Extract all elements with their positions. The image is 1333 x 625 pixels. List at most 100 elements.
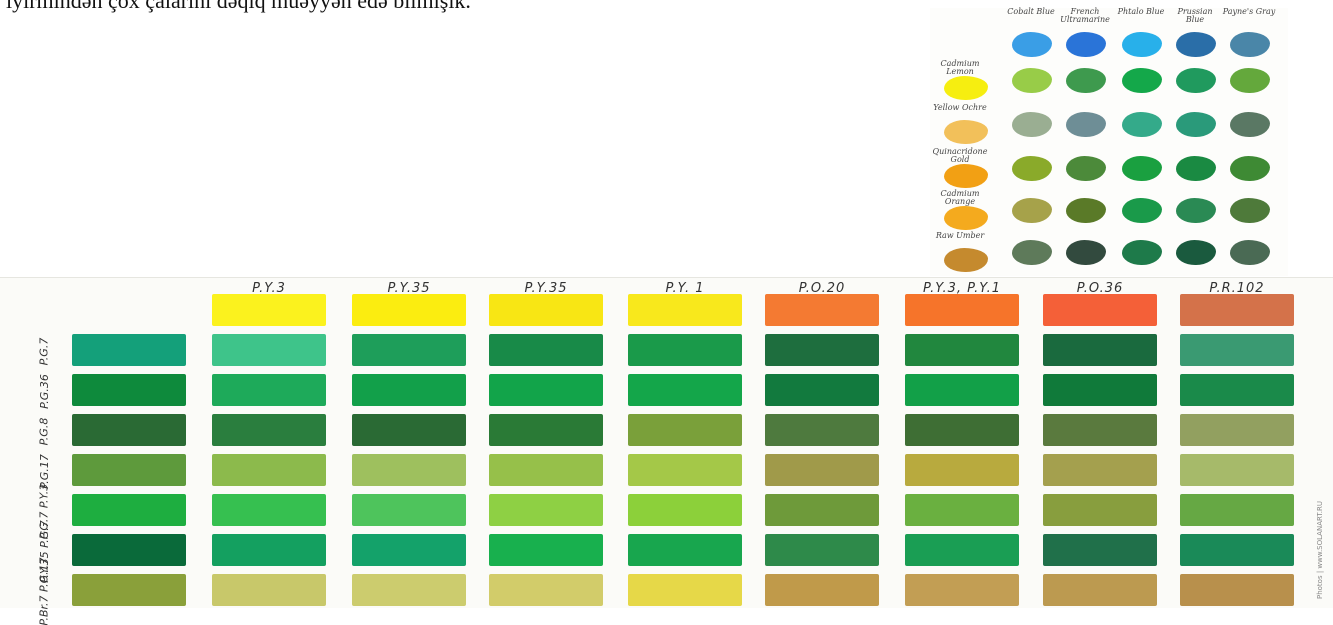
base-swatch [72, 454, 186, 486]
row-label-text: P.G.7 [37, 337, 51, 365]
mix-row-label: Cadmium Lemon [940, 59, 980, 76]
mixed-swatch [905, 494, 1019, 526]
pigment-column-label: P.Y.35 [524, 281, 568, 296]
mix-base-swatch [944, 76, 988, 100]
mixed-swatch [352, 334, 466, 366]
mixed-swatch [352, 534, 466, 566]
mixed-swatch [1180, 574, 1294, 606]
mixed-swatch [1043, 414, 1157, 446]
mix-swatch [1122, 240, 1162, 265]
mixed-swatch [765, 574, 879, 606]
mixed-swatch [628, 374, 742, 406]
mixed-swatch [765, 414, 879, 446]
pigment-column-label: P.Y.3 [252, 281, 286, 296]
base-swatch [72, 334, 186, 366]
header-swatch [352, 294, 466, 326]
mix-swatch [1066, 198, 1106, 223]
mix-column-label: Payne's Gray [1222, 7, 1276, 16]
mixed-swatch [489, 414, 603, 446]
mix-swatch [1066, 156, 1106, 181]
mix-column-label: Cobalt Blue [1007, 7, 1055, 16]
mix-swatch [1230, 156, 1270, 181]
mixed-swatch [1180, 374, 1294, 406]
mix-swatch [1230, 112, 1270, 137]
mix-swatch [1066, 68, 1106, 93]
row-label-text: P.G.8 [37, 417, 51, 445]
mixed-swatch [212, 534, 326, 566]
mix-top-swatch [1176, 32, 1216, 57]
mixed-swatch [1180, 494, 1294, 526]
mixed-swatch [765, 494, 879, 526]
mixed-swatch [1043, 494, 1157, 526]
mixed-swatch [489, 334, 603, 366]
mix-top-swatch [1012, 32, 1052, 57]
pigment-row-label: P.G.7 [22, 334, 66, 368]
mixed-swatch [212, 414, 326, 446]
mix-row-label: Yellow Ochre [933, 103, 987, 112]
mix-swatch [1122, 112, 1162, 137]
mix-column-label: Phtalo Blue [1117, 7, 1165, 16]
header-swatch [628, 294, 742, 326]
mix-swatch [1012, 198, 1052, 223]
mixed-swatch [489, 574, 603, 606]
mix-swatch [1012, 156, 1052, 181]
header-swatch [1180, 294, 1294, 326]
header-swatch [905, 294, 1019, 326]
mixed-swatch [905, 534, 1019, 566]
watercolor-mixing-chart: Cobalt Blue French Ultramarine Phtalo Blue… [930, 8, 1288, 276]
pigment-column-label: P.Y. 1 [665, 281, 705, 296]
mixed-swatch [352, 414, 466, 446]
row-label-text: P.G.36 [37, 373, 51, 409]
pigment-column-label: P.Y.3, P.Y.1 [923, 281, 1001, 296]
base-swatch [72, 414, 186, 446]
mixed-swatch [1043, 374, 1157, 406]
mix-top-swatch [1066, 32, 1106, 57]
mixed-swatch [628, 494, 742, 526]
mix-row-label: Raw Umber [935, 231, 985, 240]
mix-swatch [1230, 240, 1270, 265]
mixed-swatch [905, 334, 1019, 366]
mixed-swatch [905, 414, 1019, 446]
pigment-column-label: P.O.36 [1076, 281, 1124, 296]
mix-swatch [1122, 156, 1162, 181]
mixed-swatch [1043, 454, 1157, 486]
mixed-swatch [352, 574, 466, 606]
mixed-swatch [765, 334, 879, 366]
header-swatch [489, 294, 603, 326]
row-label-text: P.Br.7 P.G.17 [37, 556, 51, 625]
mix-top-swatch [1122, 32, 1162, 57]
mix-base-swatch [944, 248, 988, 272]
mix-swatch [1122, 68, 1162, 93]
mix-swatch [1176, 68, 1216, 93]
header-swatch [212, 294, 326, 326]
mix-column-label: Prussian Blue [1177, 7, 1213, 24]
pigment-row-label: P.G.36 [22, 373, 66, 409]
mixed-swatch [765, 454, 879, 486]
base-swatch [72, 574, 186, 606]
mixed-swatch [1180, 334, 1294, 366]
mixed-swatch [352, 454, 466, 486]
mixed-swatch [212, 574, 326, 606]
pigment-swatch-chart: P.Y.3 P.Y.35 P.Y.35 P.Y. 1 P.O.20 P.Y.3, P.Y.… [0, 277, 1333, 625]
mixed-swatch [1180, 454, 1294, 486]
mix-swatch [1122, 198, 1162, 223]
base-swatch [72, 534, 186, 566]
mixed-swatch [765, 374, 879, 406]
pigment-row-label: P.G.8 [22, 414, 66, 448]
mixed-swatch [1180, 534, 1294, 566]
watermark-text: Photos | www.SOLANART.RU [1316, 500, 1324, 600]
mix-column-label: French Ultramarine [1060, 7, 1110, 24]
photo-watermark: Photos | www.SOLANART.RU [1312, 500, 1328, 600]
mix-swatch [1176, 240, 1216, 265]
mixed-swatch [628, 414, 742, 446]
pigment-row-label: P.Br.7 P.G.17 [22, 557, 66, 625]
mix-row-label: Quinacridone Gold [932, 147, 988, 164]
mixed-swatch [1180, 414, 1294, 446]
mixed-swatch [628, 454, 742, 486]
mixed-swatch [1043, 574, 1157, 606]
header-swatch [765, 294, 879, 326]
mixed-swatch [489, 494, 603, 526]
mixed-swatch [489, 454, 603, 486]
mixed-swatch [905, 454, 1019, 486]
mixed-swatch [489, 374, 603, 406]
